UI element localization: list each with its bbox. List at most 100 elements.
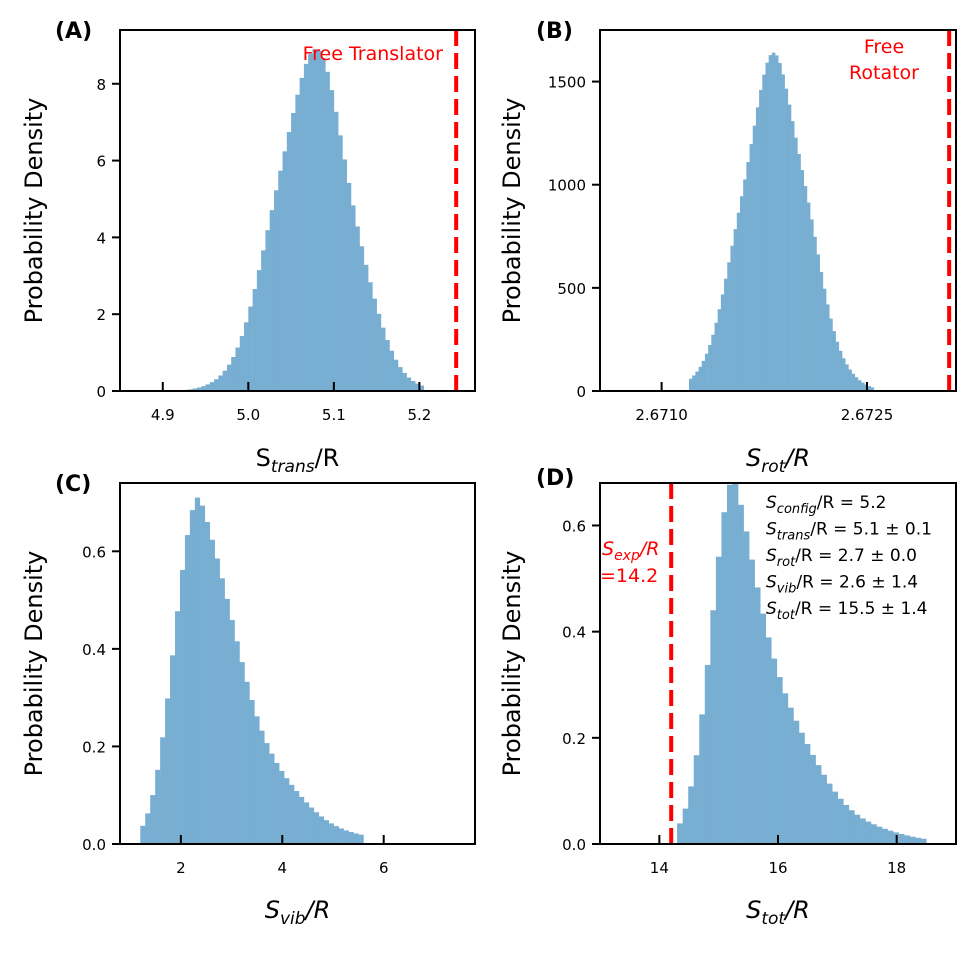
histogram-bar (368, 282, 373, 391)
histogram-bar (350, 205, 356, 391)
histogram-bar (859, 818, 866, 844)
histogram-bar (355, 226, 360, 391)
histogram-bar (419, 385, 424, 391)
y-tick-label: 0.4 (562, 624, 586, 642)
histogram-bar (810, 754, 816, 844)
histogram-bar (915, 837, 922, 844)
histogram-bar (693, 755, 700, 844)
x-axis-label: Stot/R (746, 896, 810, 929)
histogram-bar (160, 737, 166, 844)
histogram-bar (192, 388, 198, 391)
histogram-bar (261, 250, 266, 391)
histogram-bar (244, 681, 250, 844)
panel-label: (C) (55, 472, 91, 497)
histogram-bar (787, 707, 794, 844)
histogram-bar (688, 786, 695, 844)
histogram-bar (254, 716, 260, 844)
histogram-bar (140, 825, 146, 844)
histogram-bar (343, 830, 349, 844)
histogram-bar (826, 304, 830, 391)
histogram-bar (815, 765, 822, 844)
histogram-bar (359, 246, 365, 391)
histogram-bar (325, 71, 330, 391)
histogram-bar (803, 186, 808, 391)
stats-line: Stot/R = 15.5 ± 1.4 (766, 599, 927, 623)
histogram-bar (854, 377, 859, 391)
histogram-bar (714, 322, 718, 391)
histogram-bar (265, 230, 270, 391)
x-tick-label: 5.2 (407, 406, 431, 424)
x-tick-label: 2.6725 (841, 406, 894, 424)
histogram-bar (218, 375, 223, 391)
histogram-bar (269, 753, 275, 844)
y-tick-label: 4 (96, 229, 106, 247)
histogram-bar (363, 264, 369, 391)
histogram-bar (348, 832, 354, 844)
y-tick-label: 1000 (548, 177, 586, 195)
histogram-bar (308, 53, 313, 391)
histogram-bar (698, 366, 703, 391)
panel-D: 14 16 18 0.0 0.2 0.4 0.6 (D) Probability Density… (498, 466, 957, 929)
histogram-bar (887, 830, 894, 844)
histogram-bar (256, 270, 262, 391)
histogram-bar (743, 531, 750, 844)
histogram-bar (201, 386, 206, 391)
histogram-bar (295, 94, 300, 392)
x-tick-label: 2 (176, 859, 186, 877)
histogram-bar (835, 341, 840, 391)
histogram-bar (819, 271, 824, 391)
histogram-bar (800, 170, 805, 391)
histogram-bar (787, 104, 792, 391)
histogram-bar (333, 111, 339, 391)
histogram-bar (726, 484, 733, 844)
histogram-bar (273, 190, 279, 391)
histogram-bar (848, 810, 855, 844)
histogram-bar (715, 556, 722, 844)
y-tick-label: 0.6 (82, 543, 106, 561)
histogram-bar (318, 816, 325, 844)
histogram-bar (732, 483, 739, 844)
histogram-bar (209, 539, 215, 844)
histogram-bar (338, 828, 344, 844)
histogram-bar (710, 610, 717, 844)
histogram-bar (865, 821, 872, 844)
histogram-bar (904, 835, 911, 844)
histogram-bar (813, 236, 817, 391)
histogram-bar (857, 380, 862, 391)
x-tick-label: 2.6710 (635, 406, 688, 424)
histogram-bar (291, 113, 296, 391)
histogram-bar (415, 383, 420, 391)
histogram-bar (346, 182, 352, 391)
free-translator-label: Free Translator (303, 43, 444, 65)
stats-line: Sconfig/R = 5.2 (766, 493, 886, 517)
x-tick-label: 4.9 (151, 406, 175, 424)
histogram-bar (410, 381, 416, 391)
histogram-bar (303, 63, 309, 391)
x-axis-label: Srot/R (746, 444, 810, 477)
histogram-bar (794, 137, 798, 391)
histogram-bar (214, 379, 219, 391)
histogram-bar (727, 262, 731, 391)
histogram-bar (822, 288, 827, 391)
histogram-bar (252, 289, 258, 391)
histogram-bar (837, 798, 844, 844)
histogram-bar (804, 744, 811, 844)
x-tick-label: 6 (379, 859, 389, 877)
histogram-bar (323, 820, 330, 844)
histogram-bar (699, 714, 706, 844)
histogram-bar (682, 808, 689, 844)
histogram-bar (704, 353, 709, 391)
y-axis-label: Probability Density (20, 551, 48, 777)
axes-frame (119, 482, 476, 845)
histogram-bar (854, 814, 861, 844)
histogram-bar (838, 350, 843, 391)
histogram-bar (214, 558, 220, 844)
histogram-bar (333, 826, 339, 844)
histogram-bar (235, 347, 241, 391)
histogram-bar (189, 510, 196, 844)
panel-B: 2.6710 2.6725 0 500 1000 1500 (B) Probability D… (498, 19, 957, 477)
y-tick-label: 8 (96, 76, 106, 94)
histogram-bar (398, 367, 403, 391)
histogram-bar (239, 662, 245, 844)
histogram-bar (762, 74, 766, 392)
